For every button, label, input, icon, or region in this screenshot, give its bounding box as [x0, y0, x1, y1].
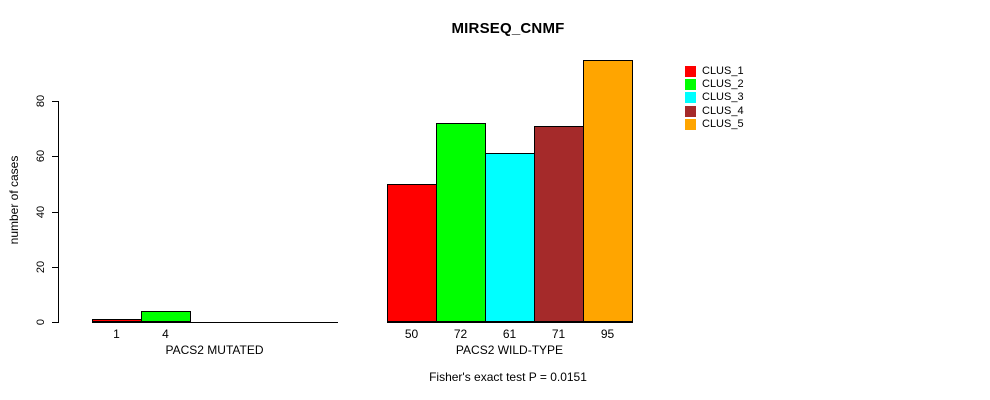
y-axis-tick: [52, 101, 58, 102]
y-axis-tick-label: 40: [35, 205, 47, 219]
group-label: PACS2 WILD-TYPE: [455, 343, 564, 357]
legend-swatch-clus_5: [685, 119, 696, 130]
y-axis-tick: [52, 267, 58, 268]
group-label: PACS2 MUTATED: [165, 343, 264, 357]
y-axis-tick: [52, 156, 58, 157]
bar-clus_2: [436, 123, 486, 322]
bar-clus_5: [583, 60, 633, 322]
legend-swatch-clus_2: [685, 79, 696, 90]
y-axis-tick-label: 0: [35, 318, 47, 326]
bar-clus_1: [92, 319, 142, 322]
bar-value-label: 1: [113, 327, 120, 341]
bar-clus_3: [485, 153, 535, 322]
bar-value-label: 72: [453, 327, 468, 341]
bar-value-label: 4: [162, 327, 169, 341]
y-axis-tick-label: 60: [35, 149, 47, 163]
y-axis-label: number of cases: [7, 155, 21, 245]
bar-clus_4: [534, 126, 584, 322]
x-axis-baseline: [92, 322, 338, 323]
legend-swatch-clus_3: [685, 92, 696, 103]
legend-swatch-clus_1: [685, 66, 696, 77]
bar-value-label: 71: [551, 327, 566, 341]
legend-label: CLUS_4: [702, 105, 744, 117]
bar-clus_2: [141, 311, 191, 322]
y-axis-tick: [52, 322, 58, 323]
bar-value-label: 95: [600, 327, 615, 341]
bar-value-label: 50: [404, 327, 419, 341]
x-axis-baseline: [387, 322, 633, 323]
legend-label: CLUS_1: [702, 65, 744, 77]
chart-title: MIRSEQ_CNMF: [451, 20, 565, 37]
bar-clus_1: [387, 184, 437, 322]
legend-label: CLUS_3: [702, 91, 744, 103]
annotation-text: Fisher's exact test P = 0.0151: [429, 370, 587, 384]
legend-swatch-clus_4: [685, 106, 696, 117]
bar-value-label: 61: [502, 327, 517, 341]
y-axis-tick-label: 20: [35, 260, 47, 274]
legend-label: CLUS_5: [702, 118, 744, 130]
y-axis-line: [58, 101, 59, 323]
y-axis-tick: [52, 212, 58, 213]
y-axis-tick-label: 80: [35, 94, 47, 108]
legend-label: CLUS_2: [702, 78, 744, 90]
